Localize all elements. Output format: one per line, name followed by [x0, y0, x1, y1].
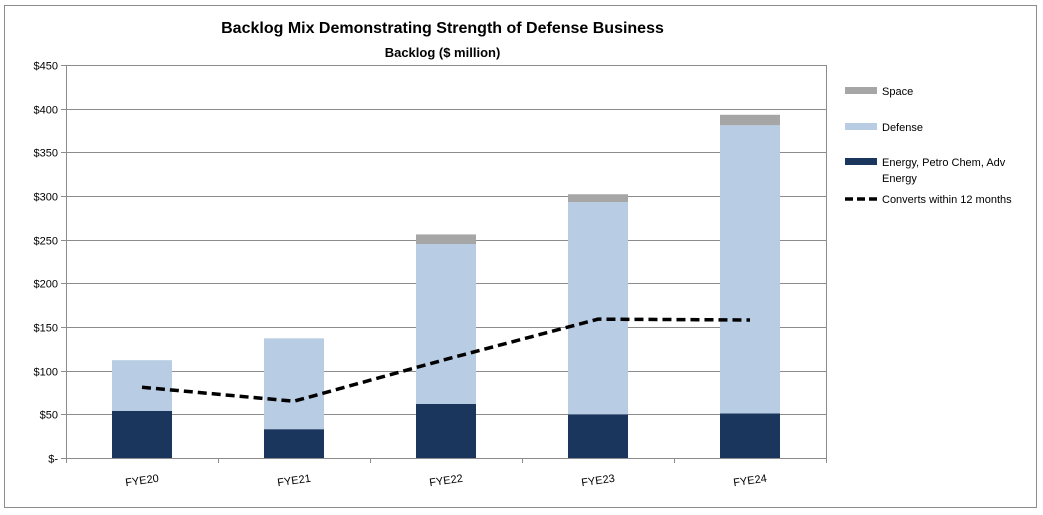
legend-energy-petro-chem-adv-energy-label: Energy: [882, 173, 917, 185]
y-tick-label: $100: [34, 367, 58, 379]
chart-title: Backlog Mix Demonstrating Strength of De…: [221, 20, 664, 37]
bar-defense-fye20: [112, 360, 172, 411]
bar-space-fye22: [416, 234, 476, 245]
legend-converts-within-12-months-label: Converts within 12 months: [882, 194, 1012, 206]
bar-defense-fye23: [568, 202, 628, 415]
y-tick-label: $350: [34, 148, 58, 160]
x-tick-label: FYE21: [277, 473, 312, 490]
legend-defense-label: Defense: [882, 122, 923, 134]
bar-space-fye23: [568, 194, 628, 203]
y-tick-label: $400: [34, 105, 58, 117]
x-tick-label: FYE20: [125, 473, 160, 490]
bar-defense-fye22: [416, 244, 476, 404]
bar-defense-fye24: [720, 125, 780, 414]
y-tick-label: $300: [34, 192, 58, 204]
bar-energy-petro-chem-adv-energy-fye22: [416, 403, 476, 458]
legend-defense-swatch: [845, 123, 877, 130]
x-tick-label: FYE22: [429, 473, 464, 490]
bar-energy-petro-chem-adv-energy-fye23: [568, 414, 628, 458]
chart-subtitle: Backlog ($ million): [384, 45, 501, 60]
legend-space-swatch: [845, 87, 877, 94]
y-tick-label: $200: [34, 279, 58, 291]
bar-defense-fye21: [264, 338, 324, 430]
y-tick-label: $450: [34, 61, 58, 73]
bar-space-fye24: [720, 114, 780, 126]
legend-space-label: Space: [882, 86, 913, 98]
legend-energy-petro-chem-adv-energy-label: Energy, Petro Chem, Adv: [882, 157, 1006, 169]
legend-energy-petro-chem-adv-energy-swatch: [845, 158, 877, 165]
bar-energy-petro-chem-adv-energy-fye20: [112, 410, 172, 458]
y-tick-label: $50: [40, 410, 58, 422]
y-tick-label: $250: [34, 236, 58, 248]
bar-energy-petro-chem-adv-energy-fye21: [264, 429, 324, 458]
bar-energy-petro-chem-adv-energy-fye24: [720, 413, 780, 458]
x-tick-label: FYE23: [581, 473, 616, 490]
y-tick-label: $150: [34, 323, 58, 335]
y-tick-label: $-: [48, 454, 58, 466]
x-tick-label: FYE24: [733, 473, 768, 490]
